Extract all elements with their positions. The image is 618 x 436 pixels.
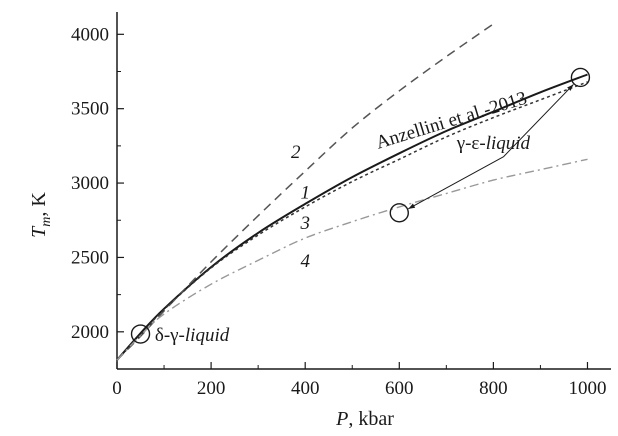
pointer-line (408, 156, 504, 210)
axes: 0 200 400 600 800 1000 2000 2500 3000 3500 4000 (71, 12, 611, 399)
y-tick-label: 3500 (71, 99, 109, 120)
x-axis-title: P, kbar (335, 408, 394, 430)
y-tick-label: 2500 (71, 247, 109, 268)
x-tick-label: 200 (197, 378, 226, 399)
curve-1 (116, 73, 588, 361)
curve-number-label: 4 (300, 251, 310, 272)
y-axis-title: Tm, K (28, 192, 54, 238)
arrowhead (408, 203, 416, 209)
triple-point-marker (389, 203, 409, 223)
x-tick-label: 600 (385, 378, 414, 399)
y-tick-label: 2000 (71, 322, 109, 343)
triple-point-marker (130, 324, 151, 344)
y-tick-label: 3000 (71, 173, 109, 194)
markers (130, 67, 591, 344)
x-tick-label: 800 (479, 378, 508, 399)
curve-3 (116, 81, 588, 361)
arrowhead (567, 84, 574, 91)
x-tick-label: 1000 (568, 378, 606, 399)
delta-gamma-liquid-label: δ-γ-liquid (155, 325, 230, 346)
x-tick-label: 0 (112, 378, 122, 399)
curve-4 (116, 158, 588, 361)
curves (116, 23, 588, 361)
gamma-epsilon-liquid-label: γ-ε-liquid (456, 133, 531, 154)
curve-number-label: 2 (291, 142, 301, 163)
pointer-line (503, 84, 574, 158)
x-tick-label: 400 (291, 378, 320, 399)
triple-point-marker (570, 67, 591, 88)
curve-number-label: 1 (300, 183, 310, 204)
curve-2 (116, 23, 494, 361)
curve-number-label: 3 (299, 213, 310, 234)
y-tick-label: 4000 (71, 24, 109, 45)
